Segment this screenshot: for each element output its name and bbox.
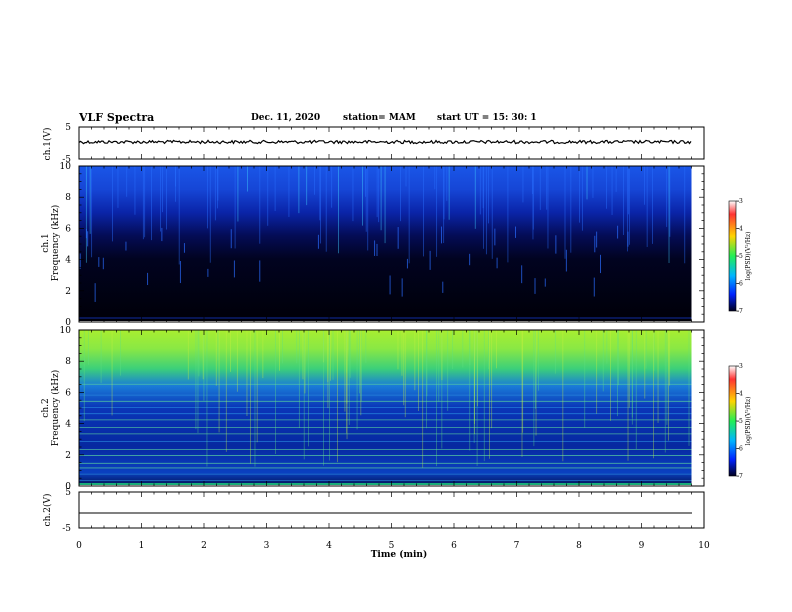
colorbar-tick-label: -5	[737, 418, 743, 425]
freq-tick-label: 0	[65, 482, 71, 492]
colorbar-tick-label: -4	[737, 226, 743, 233]
colorbar-tick-label: -6	[737, 446, 743, 453]
freq-tick-label: 4	[65, 420, 71, 430]
ch1-wave-ylabel: ch.1(V)	[42, 128, 53, 161]
time-tick-label: 7	[514, 541, 520, 551]
freq-tick-label: 2	[65, 287, 71, 297]
time-tick-label: 0	[76, 541, 82, 551]
time-tick-label: 6	[451, 541, 457, 551]
ch1-waveform-trace	[78, 139, 692, 145]
colorbar-tick-label: -6	[737, 281, 743, 288]
date-label: Dec. 11, 2020	[251, 113, 321, 123]
ch2-spec-frame	[78, 329, 705, 487]
colorbar-tick-label: -7	[737, 473, 743, 480]
ch2-wave-ylabel: ch.2(V)	[42, 494, 53, 527]
colorbar-label-ch2: log(PSD)(V²/Hz)	[745, 397, 752, 446]
colorbar-ch2	[728, 365, 737, 477]
freq-tick-label: 10	[60, 326, 72, 336]
ch1-spec-frame	[78, 165, 705, 323]
colorbar-tick-label: -3	[737, 363, 743, 370]
colorbar-tick-label: -4	[737, 391, 743, 398]
wave-tick-label: 5	[65, 123, 71, 133]
wave-tick-label: -5	[62, 155, 71, 165]
time-tick-label: 2	[201, 541, 207, 551]
freq-tick-label: 0	[65, 318, 71, 328]
time-tick-label: 1	[139, 541, 145, 551]
station-label: station= MAM	[343, 113, 416, 123]
colorbar-tick-label: -3	[737, 198, 743, 205]
wave-tick-label: 5	[65, 488, 71, 498]
freq-tick-label: 6	[65, 224, 71, 234]
time-tick-label: 9	[639, 541, 645, 551]
colorbar-tick-label: -7	[737, 308, 743, 315]
colorbar-tick-label: -5	[737, 253, 743, 260]
chart-title: VLF Spectra	[79, 111, 155, 124]
time-tick-label: 8	[576, 541, 582, 551]
freq-tick-label: 4	[65, 256, 71, 266]
ch1-spec-ylabel-2: Frequency (kHz)	[50, 205, 61, 282]
ch1-wave-frame	[78, 126, 705, 160]
ch2-spectrogram	[79, 330, 692, 485]
ch2-spec-ylabel-1: ch.2	[41, 398, 51, 417]
colorbar-ch1	[728, 200, 737, 312]
start-time-label: start UT = 15: 30: 1	[437, 113, 537, 123]
time-tick-label: 3	[264, 541, 270, 551]
time-tick-label: 10	[698, 541, 710, 551]
colorbar-label-ch1: log(PSD)(V²/Hz)	[745, 232, 752, 281]
freq-tick-label: 8	[65, 193, 71, 203]
ch1-spec-ylabel-1: ch.1	[41, 233, 51, 252]
x-axis-label: Time (min)	[371, 549, 428, 560]
ch2-wave-frame	[78, 491, 705, 529]
freq-tick-label: 6	[65, 388, 71, 398]
time-tick-label: 4	[326, 541, 332, 551]
ch1-spectrogram	[79, 166, 692, 321]
time-tick-label: 5	[389, 541, 395, 551]
freq-tick-label: 8	[65, 357, 71, 367]
wave-tick-label: -5	[62, 524, 71, 534]
ch2-spec-ylabel-2: Frequency (kHz)	[50, 370, 61, 447]
freq-tick-label: 2	[65, 451, 71, 461]
freq-tick-label: 10	[60, 162, 72, 172]
